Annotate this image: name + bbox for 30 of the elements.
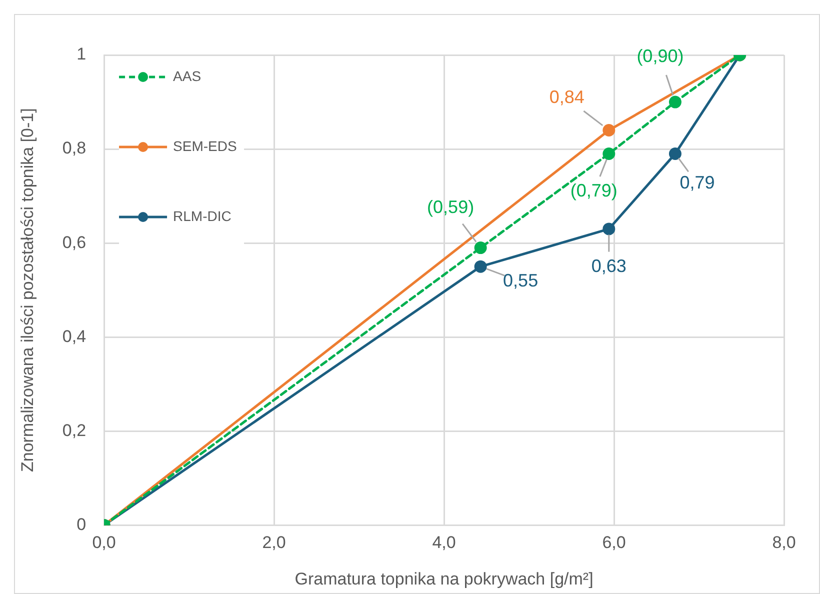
x-tick-label: 2,0 [262,533,286,552]
legend-label: SEM-EDS [173,138,237,154]
point [668,96,682,108]
x-axis-title: Gramatura topnika na pokrywach [g/m²] [294,569,594,588]
point [602,222,616,236]
point [602,147,616,160]
data-label: 0,63 [591,256,626,276]
y-tick-label: 1 [76,44,86,64]
y-tick-label: 0 [76,514,86,534]
legend-label: AAS [173,68,202,84]
data-label: 0,55 [503,270,538,291]
y-tick-label: 0,4 [62,326,86,346]
legend-label: RLM-DIC [173,208,232,224]
x-tick-label: 6,0 [602,533,626,552]
data-label: (0,59) [427,196,474,217]
data-label: (0,90) [636,46,684,66]
data-label: 0,84 [549,87,584,108]
point [668,147,682,160]
y-tick-label: 0,6 [62,232,86,252]
data-label: 0,79 [680,172,715,193]
y-axis-title: Znormalizowana ilości pozostałości topnika [0-1] [18,108,37,472]
point [474,260,487,273]
y-tick-label: 0,8 [62,138,86,158]
x-tick-label: 0,0 [92,533,116,552]
data-label: (0,79) [570,180,618,201]
point [602,124,616,136]
x-tick-label: 4,0 [432,533,456,552]
y-tick-label: 0,2 [62,420,86,440]
point [474,242,487,254]
x-tick-label: 8,0 [772,533,796,552]
